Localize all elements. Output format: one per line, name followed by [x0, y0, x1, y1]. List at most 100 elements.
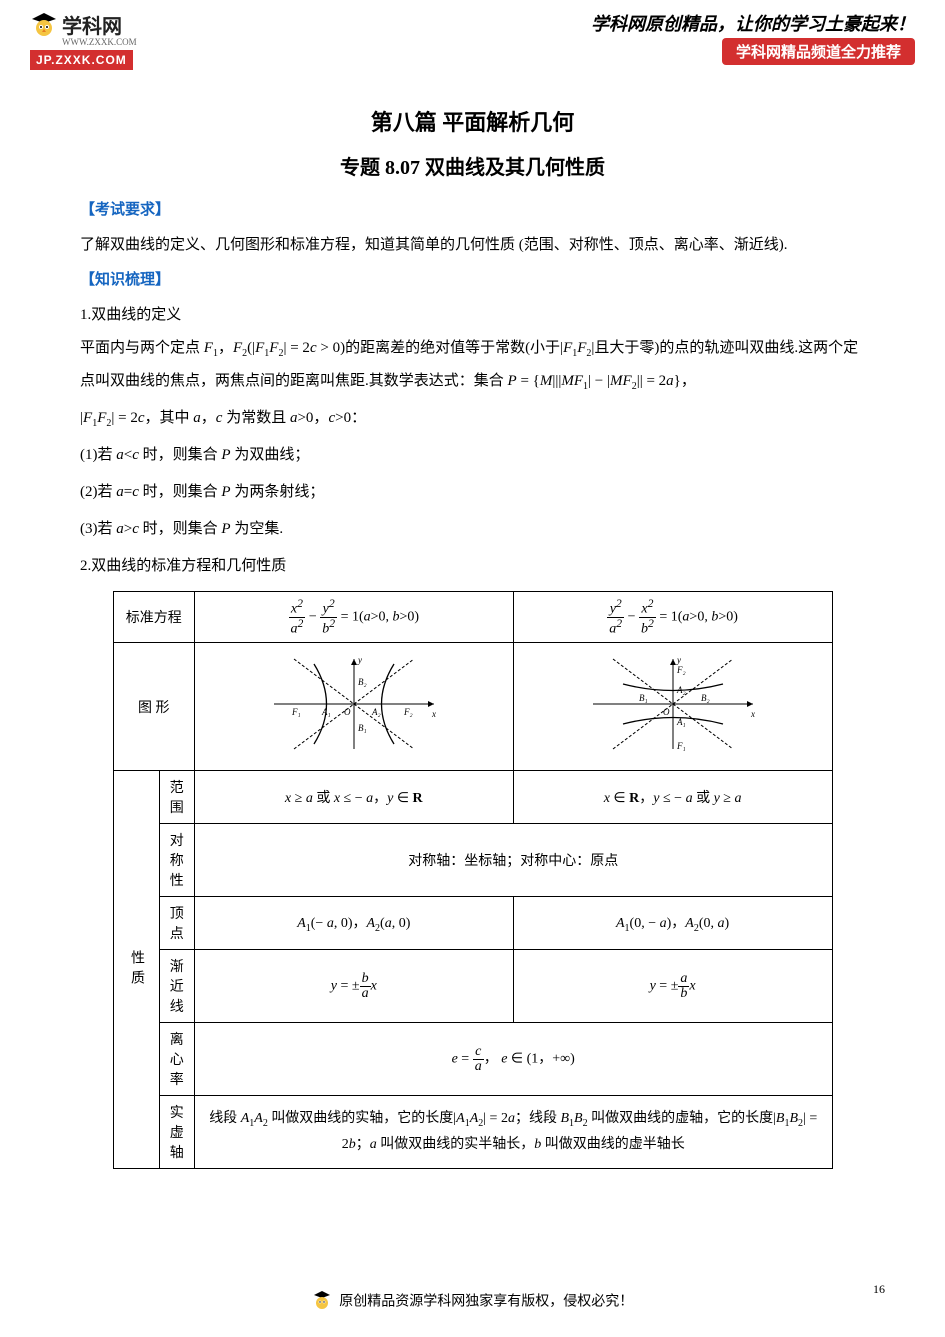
- s: A: [456, 1111, 465, 1126]
- cell-eq-horizontal: x2a2 − y2b2 = 1(a>0, b>0): [194, 592, 513, 643]
- cell-axis-label: 实虚轴: [159, 1096, 194, 1169]
- s: 2: [329, 617, 335, 630]
- t: 为两条射线；: [231, 484, 325, 500]
- s: a: [385, 916, 392, 931]
- t: = ±: [337, 979, 360, 994]
- t: , 0): [392, 916, 411, 931]
- definition-paragraph-2: |F1F2| = 2c，其中 a，c 为常数且 a>0，c>0：: [80, 402, 865, 435]
- cell-diagram-vertical: x y F₂ F₁ A₂ A₁ B₁ B₂ O: [513, 643, 832, 771]
- lbl: y: [357, 655, 362, 665]
- t: ≤ −: [659, 791, 685, 806]
- t: (0, −: [630, 916, 660, 931]
- t: 为空集.: [231, 521, 284, 537]
- logo-top: 学科网: [30, 10, 122, 39]
- lbl: x: [431, 709, 436, 719]
- sym-P: P: [221, 484, 230, 500]
- t: >0): [400, 609, 420, 624]
- cell-vertex-label: 顶点: [159, 897, 194, 950]
- cell-asymptote-label: 渐近线: [159, 950, 194, 1023]
- t: , 0)，: [334, 916, 367, 931]
- t: 叫做双曲线的实半轴长，: [377, 1137, 535, 1152]
- definition-paragraph: 平面内与两个定点 F1，F2(|F1F2| = 2c > 0)的距离差的绝对值等…: [80, 332, 865, 398]
- t: | = 2: [283, 340, 309, 356]
- sym-a: a: [193, 410, 201, 426]
- s: a: [327, 916, 334, 931]
- s: 2: [616, 617, 622, 630]
- s: a: [686, 791, 693, 806]
- header-slogan: 学科网原创精品，让你的学习土豪起来！: [591, 10, 915, 36]
- table-row: 顶点 A1(− a, 0)，A2(a, 0) A1(0, − a)，A2(0, …: [113, 897, 832, 950]
- sym-F: F: [563, 340, 572, 356]
- logo-badge: JP.ZXXK.COM: [30, 50, 133, 70]
- lbl: O: [344, 707, 351, 717]
- table-row: 图 形 x y F₁ F₂ A₁ A₂ B₂: [113, 643, 832, 771]
- s: b: [349, 1137, 356, 1152]
- t: = 1(: [659, 609, 682, 624]
- s: a: [473, 1060, 484, 1074]
- t: >: [124, 521, 132, 537]
- t: ≥: [291, 791, 306, 806]
- hyperbola-horizontal-icon: x y F₁ F₂ A₁ A₂ B₂ B₁ O: [264, 649, 444, 759]
- t: >0,: [371, 609, 393, 624]
- t: > 0)的距离差的绝对值等于常数(小于|: [317, 340, 563, 356]
- s: B: [789, 1111, 798, 1126]
- cell-eq-vertical: y2a2 − x2b2 = 1(a>0, b>0): [513, 592, 832, 643]
- t: ，: [201, 410, 216, 426]
- page-number: 16: [873, 1282, 885, 1297]
- lbl: A₂: [676, 685, 686, 695]
- t: ≥: [720, 791, 735, 806]
- logo-block: 学科网 WWW.ZXXK.COM JP.ZXXK.COM: [30, 10, 137, 70]
- s: A: [366, 916, 375, 931]
- s: b: [393, 609, 400, 624]
- footer-text: 原创精品资源学科网独家享有版权，侵权必究！: [339, 1295, 633, 1310]
- t: 时，则集合: [139, 447, 222, 463]
- s: 2: [648, 617, 654, 630]
- sym-a: a: [116, 521, 124, 537]
- cell-range-h: x ≥ a 或 x ≤ − a，y ∈ R: [194, 771, 513, 824]
- lbl: B₂: [701, 693, 710, 703]
- sym-M: M: [610, 373, 623, 389]
- sym-P: P: [221, 521, 230, 537]
- t: ，: [484, 1052, 502, 1067]
- cell-symmetry-label: 对称性: [159, 824, 194, 897]
- cell-symmetry-value: 对称轴：坐标轴；对称中心：原点: [194, 824, 832, 897]
- lbl: A₁: [676, 717, 686, 727]
- exam-requirements-text: 了解双曲线的定义、几何图形和标准方程，知道其简单的几何性质 (范围、对称性、顶点…: [80, 229, 865, 262]
- cell-diagram-label: 图 形: [113, 643, 194, 771]
- s: a: [291, 621, 298, 636]
- cell-std-eq-label: 标准方程: [113, 592, 194, 643]
- t: = {: [517, 373, 540, 389]
- t: 为双曲线；: [231, 447, 310, 463]
- t: 叫做双曲线的实轴，它的长度|: [268, 1111, 456, 1126]
- topic-title: 专题 8.07 双曲线及其几何性质: [80, 151, 865, 180]
- lbl: B₂: [358, 677, 367, 687]
- sym-c: c: [132, 521, 139, 537]
- sym-a: a: [116, 447, 124, 463]
- s: A: [685, 916, 694, 931]
- s: A: [470, 1111, 479, 1126]
- t: | = 2: [111, 410, 137, 426]
- t: = ±: [656, 979, 679, 994]
- lbl: O: [663, 707, 670, 717]
- t: 或: [693, 791, 714, 806]
- sym-F: F: [623, 373, 632, 389]
- page-footer: 原创精品资源学科网独家享有版权，侵权必究！: [0, 1290, 945, 1315]
- lbl: A₂: [371, 707, 381, 717]
- t: 为常数且: [222, 410, 290, 426]
- sym-a: a: [116, 484, 124, 500]
- t: ∈ (1，+∞): [507, 1052, 574, 1067]
- s: b: [534, 1137, 541, 1152]
- header-right: 学科网原创精品，让你的学习土豪起来！ 学科网精品频道全力推荐: [591, 10, 915, 65]
- sym-c: c: [310, 340, 317, 356]
- sym-F: F: [233, 340, 242, 356]
- s: a: [734, 791, 741, 806]
- s: a: [370, 1137, 377, 1152]
- lbl: A₁: [321, 707, 331, 717]
- s: b: [360, 972, 371, 987]
- s: 2: [298, 617, 304, 630]
- s: A: [254, 1111, 263, 1126]
- t: = 1(: [341, 609, 364, 624]
- t: (0,: [699, 916, 718, 931]
- logo-text: 学科网: [62, 10, 122, 39]
- sym-c: c: [138, 410, 145, 426]
